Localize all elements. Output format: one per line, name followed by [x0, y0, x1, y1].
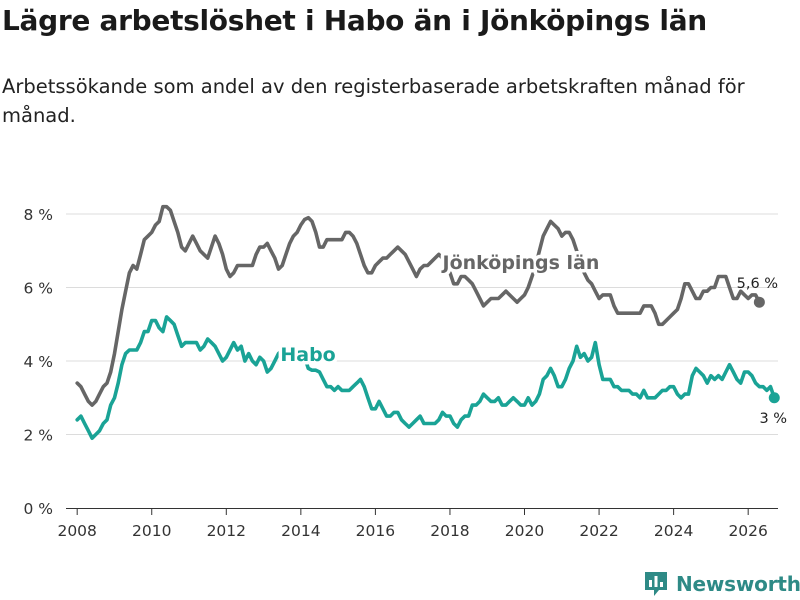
x-tick-label: 2010: [132, 522, 171, 540]
axes: 0 % 2 % 4 % 6 % 8 % 2008 2010 2012 2014 2016 2018 2…: [23, 206, 778, 540]
series-line-habo: [75, 315, 777, 440]
end-value-label: 5,6 %: [737, 276, 778, 292]
y-tick-label: 4 %: [23, 353, 53, 371]
series-line-jonkopings-lan: [75, 204, 762, 407]
bar-chart-icon: [645, 572, 667, 596]
y-tick-label: 6 %: [23, 280, 53, 298]
series-label-halo: Jönköpings län: [441, 252, 600, 274]
x-tick-label: 2012: [207, 522, 246, 540]
x-tick-label: 2026: [728, 522, 767, 540]
brand-name: Newsworthy: [676, 572, 800, 596]
x-tick-label: 2018: [430, 522, 469, 540]
x-tick-label: 2016: [356, 522, 395, 540]
series-label: Jönköpings län: [441, 252, 600, 274]
end-point: [768, 392, 780, 404]
end-point: [753, 296, 765, 308]
chart-title: Lägre arbetslöshet i Habo än i Jönköping…: [2, 4, 707, 37]
y-tick-label: 8 %: [23, 206, 53, 224]
x-tick-label: 2022: [579, 522, 618, 540]
series-lines: [75, 204, 780, 440]
x-tick-label: 2020: [505, 522, 544, 540]
grid-lines: [66, 213, 778, 509]
end-value-label: 3 %: [759, 411, 787, 427]
series-label-halo: Habo: [280, 344, 335, 366]
y-tick-label: 0 %: [23, 500, 53, 518]
x-tick-label: 2024: [654, 522, 693, 540]
x-tick-label: 2014: [281, 522, 320, 540]
newsworthy-logo: Newsworthy: [643, 569, 800, 599]
x-tick-label: 2008: [57, 522, 96, 540]
y-tick-label: 2 %: [23, 427, 53, 445]
chart-subtitle: Arbetssökande som andel av den registerb…: [2, 75, 745, 127]
series-label: Habo: [280, 344, 335, 366]
